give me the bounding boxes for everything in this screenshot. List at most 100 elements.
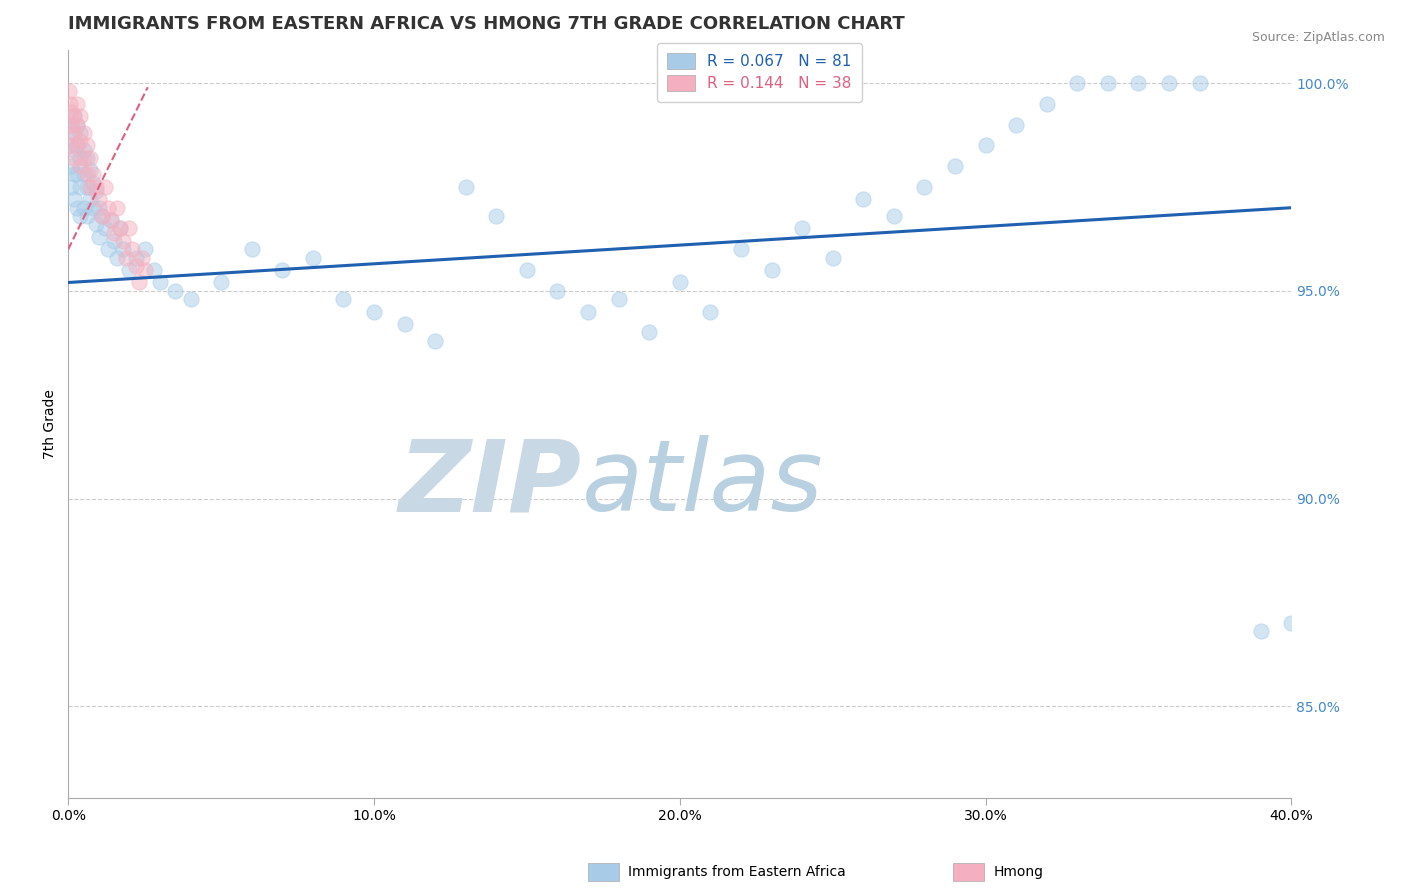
Point <box>821 251 844 265</box>
Point <box>112 242 135 256</box>
Point <box>76 151 98 165</box>
Point <box>425 334 447 348</box>
Point <box>60 138 83 153</box>
Point <box>332 292 354 306</box>
Point <box>87 201 110 215</box>
Point <box>165 284 187 298</box>
Text: atlas: atlas <box>582 435 824 533</box>
Point <box>730 242 752 256</box>
Point <box>121 242 143 256</box>
Point <box>69 209 91 223</box>
Point <box>79 193 101 207</box>
Point <box>974 138 997 153</box>
Point <box>134 242 156 256</box>
Point <box>103 234 125 248</box>
Point <box>72 168 94 182</box>
Point <box>105 201 128 215</box>
Point <box>76 168 98 182</box>
Point <box>84 180 107 194</box>
Point <box>100 213 122 227</box>
Point <box>72 201 94 215</box>
Point <box>60 180 83 194</box>
Point <box>142 263 165 277</box>
Text: Source: ZipAtlas.com: Source: ZipAtlas.com <box>1251 31 1385 45</box>
Point <box>79 151 101 165</box>
Point <box>1066 76 1088 90</box>
Point <box>84 217 107 231</box>
Point <box>607 292 630 306</box>
Point <box>69 151 91 165</box>
Point <box>134 263 156 277</box>
Point <box>1188 76 1211 90</box>
Text: Immigrants from Eastern Africa: Immigrants from Eastern Africa <box>628 865 846 880</box>
Point <box>638 326 661 340</box>
Point <box>302 251 325 265</box>
Point <box>69 126 91 140</box>
Legend: R = 0.067   N = 81, R = 0.144   N = 38: R = 0.067 N = 81, R = 0.144 N = 38 <box>657 43 862 102</box>
Point <box>1157 76 1180 90</box>
Point <box>90 209 112 223</box>
Point <box>363 304 385 318</box>
Point <box>66 138 89 153</box>
Point <box>82 201 104 215</box>
Point <box>63 143 86 157</box>
Point <box>1035 96 1057 111</box>
Point <box>60 105 83 120</box>
Point <box>1005 118 1028 132</box>
Point <box>90 209 112 223</box>
Point <box>103 226 125 240</box>
Point <box>66 118 89 132</box>
Point <box>63 126 86 140</box>
Point <box>60 159 83 173</box>
Point <box>516 263 538 277</box>
Point <box>94 180 117 194</box>
Point <box>115 251 138 265</box>
Point <box>87 193 110 207</box>
Point <box>852 193 875 207</box>
Point <box>69 134 91 148</box>
Point <box>60 118 83 132</box>
Point <box>485 209 508 223</box>
Point <box>72 126 94 140</box>
Point <box>112 234 135 248</box>
Point <box>76 180 98 194</box>
Point <box>79 180 101 194</box>
Point <box>912 180 935 194</box>
Point <box>128 276 150 290</box>
Point <box>124 251 146 265</box>
Point <box>97 201 120 215</box>
Point <box>108 221 131 235</box>
Point <box>761 263 783 277</box>
Point <box>66 168 89 182</box>
Point <box>97 242 120 256</box>
Point <box>72 151 94 165</box>
Point <box>180 292 202 306</box>
Point <box>63 109 86 123</box>
Point <box>66 118 89 132</box>
Point <box>60 138 83 153</box>
Point <box>576 304 599 318</box>
Point <box>58 84 80 98</box>
Point <box>82 176 104 190</box>
Point <box>66 201 89 215</box>
Point <box>790 221 813 235</box>
Point <box>59 96 82 111</box>
Point <box>240 242 263 256</box>
Point <box>63 109 86 123</box>
Point <box>108 221 131 235</box>
Point <box>1250 624 1272 639</box>
Text: Hmong: Hmong <box>994 865 1045 880</box>
Point <box>63 168 86 182</box>
Text: IMMIGRANTS FROM EASTERN AFRICA VS HMONG 7TH GRADE CORRELATION CHART: IMMIGRANTS FROM EASTERN AFRICA VS HMONG … <box>69 15 905 33</box>
Y-axis label: 7th Grade: 7th Grade <box>44 389 58 458</box>
Point <box>76 209 98 223</box>
Point <box>1279 616 1302 631</box>
Point <box>118 263 141 277</box>
Point <box>63 193 86 207</box>
Point <box>100 213 122 227</box>
Point <box>943 159 966 173</box>
Point <box>118 221 141 235</box>
Point <box>699 304 721 318</box>
Point <box>76 138 98 153</box>
Point <box>60 118 83 132</box>
